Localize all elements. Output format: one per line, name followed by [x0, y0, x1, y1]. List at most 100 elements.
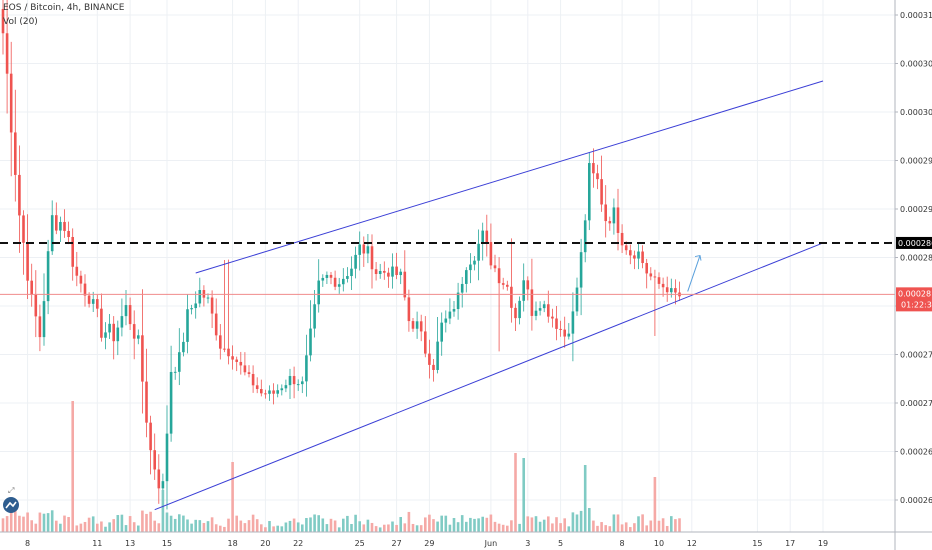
volume-bar — [227, 518, 230, 532]
time-tick-label: 29 — [424, 539, 434, 548]
candle-body — [243, 365, 247, 373]
candle-body — [50, 215, 54, 252]
candle-body — [210, 297, 214, 314]
price-tick-label: 0.0002600 — [900, 496, 932, 505]
volume-bar — [645, 525, 648, 532]
volume-bar — [46, 513, 50, 532]
volume-bar — [313, 514, 316, 532]
candle-body — [538, 308, 542, 311]
price-tick-label: 0.0002950 — [900, 157, 932, 166]
volume-bar — [477, 518, 480, 532]
candle-body — [436, 341, 439, 370]
candle-body — [563, 329, 566, 337]
volume-bar — [436, 521, 439, 532]
volume-bar — [96, 523, 99, 532]
candle-body — [645, 263, 648, 274]
time-tick-label: Jun — [484, 539, 498, 548]
candle-body — [264, 393, 267, 395]
volume-bar — [59, 523, 62, 532]
candle-body — [608, 221, 612, 224]
candle-body — [251, 373, 255, 386]
projection-arrow-shaft — [687, 255, 701, 292]
candle-body — [178, 352, 181, 372]
volume-bar — [665, 525, 669, 532]
candle-body — [588, 163, 591, 221]
volume-bar — [563, 518, 566, 532]
volume-bar — [329, 518, 333, 532]
candle-body — [600, 179, 603, 205]
candle-body — [63, 221, 66, 231]
volume-bar — [551, 523, 554, 532]
candle-body — [333, 277, 337, 287]
candle-body — [317, 280, 320, 305]
volume-bar — [440, 515, 443, 532]
candle-body — [292, 376, 296, 385]
price-tick-label: 0.0002700 — [900, 399, 932, 408]
time-tick-label: 10 — [654, 539, 664, 548]
candle-body — [387, 272, 390, 277]
candle-body — [489, 242, 493, 266]
volume-bar — [419, 525, 423, 532]
candle-body — [444, 318, 448, 323]
candle-body — [247, 372, 251, 374]
candle-body — [198, 290, 202, 304]
candle-body — [551, 316, 554, 319]
candle-body — [337, 284, 341, 287]
candle-body — [1, 9, 5, 34]
volume-bar — [42, 513, 46, 532]
volume-bar — [141, 510, 144, 532]
volume-bar — [534, 516, 538, 532]
volume-bar — [579, 510, 583, 532]
volume-bar — [530, 517, 534, 532]
candle-body — [522, 280, 525, 301]
candle-body — [280, 388, 284, 391]
volume-bar — [1, 518, 5, 532]
candle-body — [342, 278, 345, 285]
volume-bar — [362, 524, 366, 532]
candle-body — [329, 274, 333, 278]
volume-bar — [489, 514, 493, 532]
candle-body — [96, 299, 99, 309]
volume-bar — [149, 511, 152, 532]
candle-body — [378, 270, 382, 275]
candle-body — [637, 251, 640, 259]
candle-body — [268, 390, 271, 394]
price-tick-label: 0.0003000 — [900, 108, 932, 117]
volume-bar — [370, 522, 374, 532]
volume-bar — [239, 520, 243, 532]
volume-bar — [485, 517, 489, 532]
volume-bar — [210, 517, 214, 532]
candle-body — [469, 264, 472, 271]
candle-body — [579, 252, 583, 288]
volume-bar — [428, 514, 431, 532]
resistance-price-label: 0.0002865 — [898, 239, 932, 248]
volume-bar — [374, 526, 378, 532]
candle-body — [83, 283, 87, 296]
time-tick-label: 17 — [785, 539, 795, 548]
volume-bar — [415, 525, 419, 532]
collapse-arrows-icon[interactable]: ⤢ — [8, 486, 15, 495]
candle-body — [137, 335, 140, 339]
candle-body — [100, 308, 103, 338]
volume-bar — [264, 527, 267, 532]
volume-bar — [641, 514, 644, 532]
volume-bar — [575, 514, 579, 532]
volume-bar — [14, 508, 17, 532]
candle-body — [169, 371, 173, 434]
candle-body — [260, 389, 263, 394]
candle-body — [534, 310, 538, 316]
candle-body — [518, 300, 521, 319]
candle-body — [428, 353, 431, 365]
volume-bar — [571, 512, 575, 532]
volume-bar — [132, 522, 136, 532]
volume-bar — [165, 512, 169, 532]
candle-body — [120, 316, 124, 328]
volume-bar — [395, 524, 398, 532]
volume-bar — [161, 490, 165, 532]
volume-bar — [559, 523, 562, 532]
volume-bar — [87, 517, 91, 532]
time-axis-panel — [0, 532, 932, 550]
candle-body — [530, 289, 534, 316]
